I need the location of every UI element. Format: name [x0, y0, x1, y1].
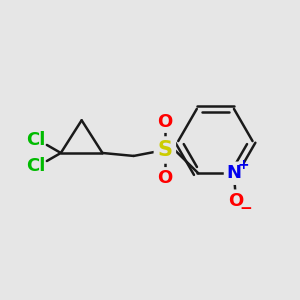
Text: −: − [239, 200, 252, 215]
Text: O: O [228, 192, 243, 210]
Text: O: O [157, 113, 172, 131]
Text: N: N [226, 164, 242, 182]
Text: S: S [158, 140, 172, 160]
Text: +: + [237, 158, 249, 172]
Text: Cl: Cl [26, 157, 45, 175]
Text: Cl: Cl [26, 130, 45, 148]
Text: O: O [157, 169, 172, 187]
